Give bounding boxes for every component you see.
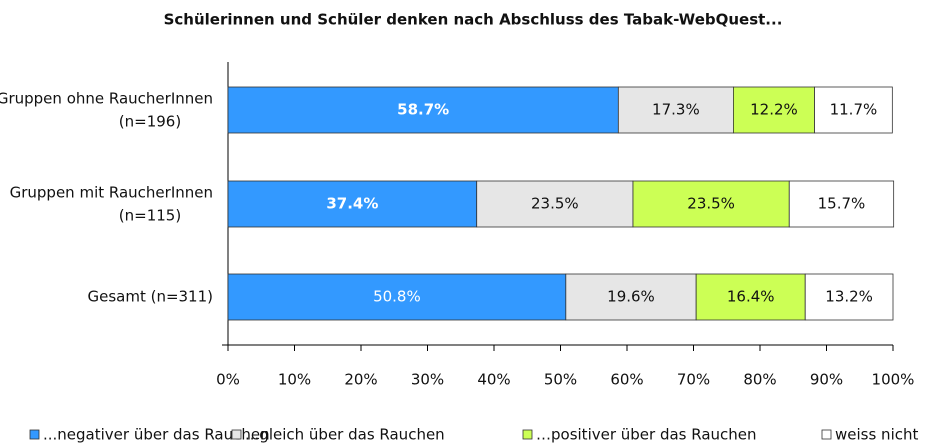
x-tick-label: 40% bbox=[477, 371, 510, 389]
bar-segment bbox=[227, 273, 567, 321]
legend-label: …positiver über das Rauchen bbox=[536, 426, 757, 444]
bar-segment bbox=[788, 180, 895, 228]
value-label: 12.2% bbox=[750, 101, 798, 119]
bar-segment bbox=[617, 86, 734, 134]
legend-swatch bbox=[821, 429, 832, 440]
legend-swatch bbox=[231, 429, 242, 440]
legend-label: ...negativer über das Rauchen bbox=[43, 426, 270, 444]
value-label: 19.6% bbox=[607, 288, 655, 306]
x-tick-label: 20% bbox=[344, 371, 377, 389]
bar-segment bbox=[804, 273, 894, 321]
value-label: 58.7% bbox=[397, 101, 449, 119]
legend-swatch bbox=[29, 429, 40, 440]
value-label: 16.4% bbox=[727, 288, 775, 306]
legend-label: weiss nicht bbox=[835, 426, 918, 444]
x-tick-label: 10% bbox=[278, 371, 311, 389]
bar-segment bbox=[565, 273, 697, 321]
legend-label: ...gleich über das Rauchen bbox=[245, 426, 445, 444]
bar-segment bbox=[733, 86, 815, 134]
x-tick-label: 30% bbox=[411, 371, 444, 389]
x-tick-label: 80% bbox=[743, 371, 776, 389]
value-label: 23.5% bbox=[687, 195, 735, 213]
bar-segment bbox=[227, 180, 478, 228]
bar-segment bbox=[476, 180, 634, 228]
category-label: Gruppen mit RaucherInnen (n=115) bbox=[10, 183, 213, 224]
x-tick-label: 100% bbox=[872, 371, 915, 389]
value-label: 50.8% bbox=[373, 288, 421, 306]
x-tick-label: 60% bbox=[610, 371, 643, 389]
value-label: 17.3% bbox=[652, 101, 700, 119]
bar-segment bbox=[632, 180, 790, 228]
legend-swatch bbox=[522, 429, 533, 440]
value-label: 11.7% bbox=[830, 101, 878, 119]
value-label: 13.2% bbox=[825, 288, 873, 306]
chart-title: Schülerinnen und Schüler denken nach Abs… bbox=[164, 11, 783, 29]
bar-segment bbox=[695, 273, 806, 321]
value-label: 23.5% bbox=[531, 195, 579, 213]
x-tick-label: 50% bbox=[544, 371, 577, 389]
category-label: Gruppen ohne RaucherInnen (n=196) bbox=[0, 89, 213, 130]
x-tick-label: 70% bbox=[677, 371, 710, 389]
bar-segment bbox=[227, 86, 619, 134]
value-label: 15.7% bbox=[818, 195, 866, 213]
x-tick-label: 0% bbox=[216, 371, 240, 389]
category-label: Gesamt (n=311) bbox=[87, 288, 213, 306]
x-tick-label: 90% bbox=[810, 371, 843, 389]
value-label: 37.4% bbox=[326, 195, 378, 213]
bar-segment bbox=[814, 86, 893, 134]
